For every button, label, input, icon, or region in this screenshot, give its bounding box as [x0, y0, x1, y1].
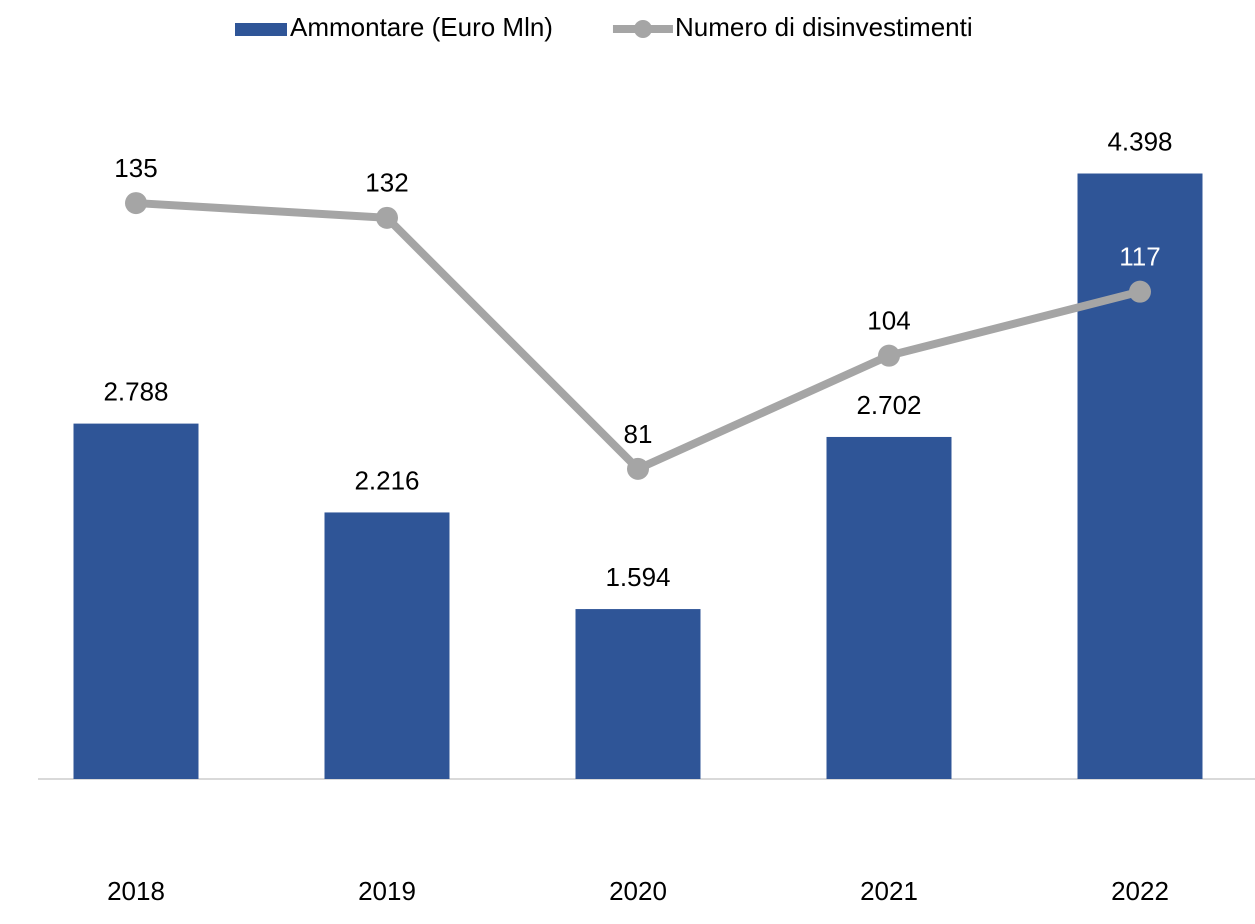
- line-marker: [125, 192, 147, 215]
- line-marker: [376, 206, 398, 229]
- x-tick-label: 2018: [107, 876, 165, 906]
- bar-value-label: 2.788: [103, 376, 168, 406]
- bar: [826, 436, 952, 779]
- bar-value-label: 4.398: [1107, 126, 1172, 156]
- line-value-label: 132: [365, 168, 408, 198]
- bar: [575, 609, 701, 779]
- bar-value-label: 2.216: [354, 465, 419, 495]
- line-marker: [627, 457, 649, 480]
- line-marker: [1129, 280, 1151, 303]
- bar-value-label: 1.594: [605, 562, 670, 592]
- legend-swatch-marker: [633, 20, 652, 38]
- line-value-label: 135: [114, 153, 157, 183]
- line-value-label: 117: [1119, 242, 1160, 272]
- legend-swatch: [235, 23, 287, 36]
- bar: [324, 512, 450, 779]
- x-tick-label: 2020: [609, 876, 667, 906]
- line-marker: [878, 344, 900, 367]
- bar: [1077, 173, 1203, 779]
- line-value-label: 104: [867, 306, 910, 336]
- x-tick-label: 2022: [1111, 876, 1169, 906]
- bar: [73, 423, 199, 779]
- x-tick-label: 2019: [358, 876, 416, 906]
- x-tick-label: 2021: [860, 876, 918, 906]
- line-value-label: 81: [624, 419, 653, 449]
- legend-label: Ammontare (Euro Mln): [290, 12, 553, 42]
- legend-label: Numero di disinvestimenti: [675, 12, 973, 42]
- bar-value-label: 2.702: [856, 390, 921, 420]
